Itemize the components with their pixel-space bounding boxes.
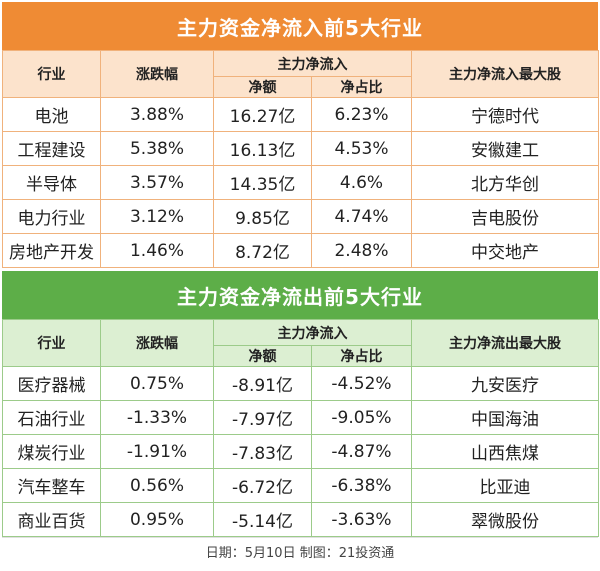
- cell-change: 0.75%: [100, 366, 214, 401]
- cell-amount: 8.72亿: [213, 233, 312, 268]
- cell-stock: 比亚迪: [411, 468, 599, 503]
- inflow-table: 行业 涨跌幅 主力净流入 主力净流入最大股 净额 净占比 电池 3.88% 16…: [2, 50, 599, 268]
- inflow-title: 主力资金净流入前5大行业: [2, 2, 598, 50]
- cell-change: 0.95%: [100, 502, 214, 537]
- cell-industry: 工程建设: [2, 131, 101, 166]
- table-row: 汽车整车 0.56% -6.72亿 -6.38% 比亚迪: [2, 468, 599, 503]
- cell-amount: -8.91亿: [213, 366, 312, 401]
- header-net-ratio: 净占比: [311, 76, 412, 98]
- header-net-amount: 净额: [213, 345, 312, 367]
- header-net-amount: 净额: [213, 76, 312, 98]
- header-change: 涨跌幅: [100, 319, 214, 367]
- cell-amount: -7.83亿: [213, 434, 312, 469]
- cell-change: -1.33%: [100, 400, 214, 435]
- cell-industry: 石油行业: [2, 400, 101, 435]
- cell-amount: 14.35亿: [213, 165, 312, 200]
- cell-stock: 中国海油: [411, 400, 599, 435]
- cell-stock: 安徽建工: [411, 131, 599, 166]
- cell-ratio: 4.53%: [311, 131, 412, 166]
- header-top-stock: 主力净流出最大股: [411, 319, 599, 367]
- cell-amount: -6.72亿: [213, 468, 312, 503]
- table-row: 电力行业 3.12% 9.85亿 4.74% 吉电股份: [2, 199, 599, 234]
- outflow-title: 主力资金净流出前5大行业: [2, 271, 598, 319]
- cell-industry: 电力行业: [2, 199, 101, 234]
- cell-amount: 9.85亿: [213, 199, 312, 234]
- cell-amount: -5.14亿: [213, 502, 312, 537]
- cell-change: 3.88%: [100, 97, 214, 132]
- table-row: 商业百货 0.95% -5.14亿 -3.63% 翠微股份: [2, 502, 599, 537]
- header-net-ratio: 净占比: [311, 345, 412, 367]
- cell-change: -1.91%: [100, 434, 214, 469]
- cell-stock: 中交地产: [411, 233, 599, 268]
- header-net-flow: 主力净流入: [213, 319, 412, 346]
- cell-stock: 宁德时代: [411, 97, 599, 132]
- outflow-table: 行业 涨跌幅 主力净流入 主力净流出最大股 净额 净占比 医疗器械 0.75% …: [2, 319, 599, 537]
- cell-stock: 北方华创: [411, 165, 599, 200]
- header-industry: 行业: [2, 319, 101, 367]
- cell-ratio: -9.05%: [311, 400, 412, 435]
- cell-amount: -7.97亿: [213, 400, 312, 435]
- cell-change: 1.46%: [100, 233, 214, 268]
- cell-amount: 16.13亿: [213, 131, 312, 166]
- cell-change: 0.56%: [100, 468, 214, 503]
- cell-ratio: 2.48%: [311, 233, 412, 268]
- header-change: 涨跌幅: [100, 50, 214, 98]
- cell-change: 5.38%: [100, 131, 214, 166]
- cell-ratio: 6.23%: [311, 97, 412, 132]
- cell-industry: 电池: [2, 97, 101, 132]
- cell-industry: 医疗器械: [2, 366, 101, 401]
- header-industry: 行业: [2, 50, 101, 98]
- cell-ratio: -4.87%: [311, 434, 412, 469]
- table-row: 石油行业 -1.33% -7.97亿 -9.05% 中国海油: [2, 400, 599, 435]
- cell-ratio: 4.74%: [311, 199, 412, 234]
- table-row: 医疗器械 0.75% -8.91亿 -4.52% 九安医疗: [2, 366, 599, 401]
- cell-industry: 商业百货: [2, 502, 101, 537]
- table-row: 工程建设 5.38% 16.13亿 4.53% 安徽建工: [2, 131, 599, 166]
- table-row: 半导体 3.57% 14.35亿 4.6% 北方华创: [2, 165, 599, 200]
- cell-stock: 吉电股份: [411, 199, 599, 234]
- cell-amount: 16.27亿: [213, 97, 312, 132]
- cell-industry: 房地产开发: [2, 233, 101, 268]
- cell-stock: 九安医疗: [411, 366, 599, 401]
- table-row: 煤炭行业 -1.91% -7.83亿 -4.87% 山西焦煤: [2, 434, 599, 469]
- cell-industry: 半导体: [2, 165, 101, 200]
- cell-industry: 汽车整车: [2, 468, 101, 503]
- cell-stock: 山西焦煤: [411, 434, 599, 469]
- cell-ratio: -3.63%: [311, 502, 412, 537]
- cell-ratio: 4.6%: [311, 165, 412, 200]
- cell-industry: 煤炭行业: [2, 434, 101, 469]
- footer-credit: 日期：5月10日 制图：21投资通: [2, 537, 598, 565]
- cell-ratio: -4.52%: [311, 366, 412, 401]
- table-row: 房地产开发 1.46% 8.72亿 2.48% 中交地产: [2, 233, 599, 268]
- header-top-stock: 主力净流入最大股: [411, 50, 599, 98]
- cell-ratio: -6.38%: [311, 468, 412, 503]
- header-net-flow: 主力净流入: [213, 50, 412, 77]
- table-row: 电池 3.88% 16.27亿 6.23% 宁德时代: [2, 97, 599, 132]
- cell-change: 3.57%: [100, 165, 214, 200]
- cell-change: 3.12%: [100, 199, 214, 234]
- cell-stock: 翠微股份: [411, 502, 599, 537]
